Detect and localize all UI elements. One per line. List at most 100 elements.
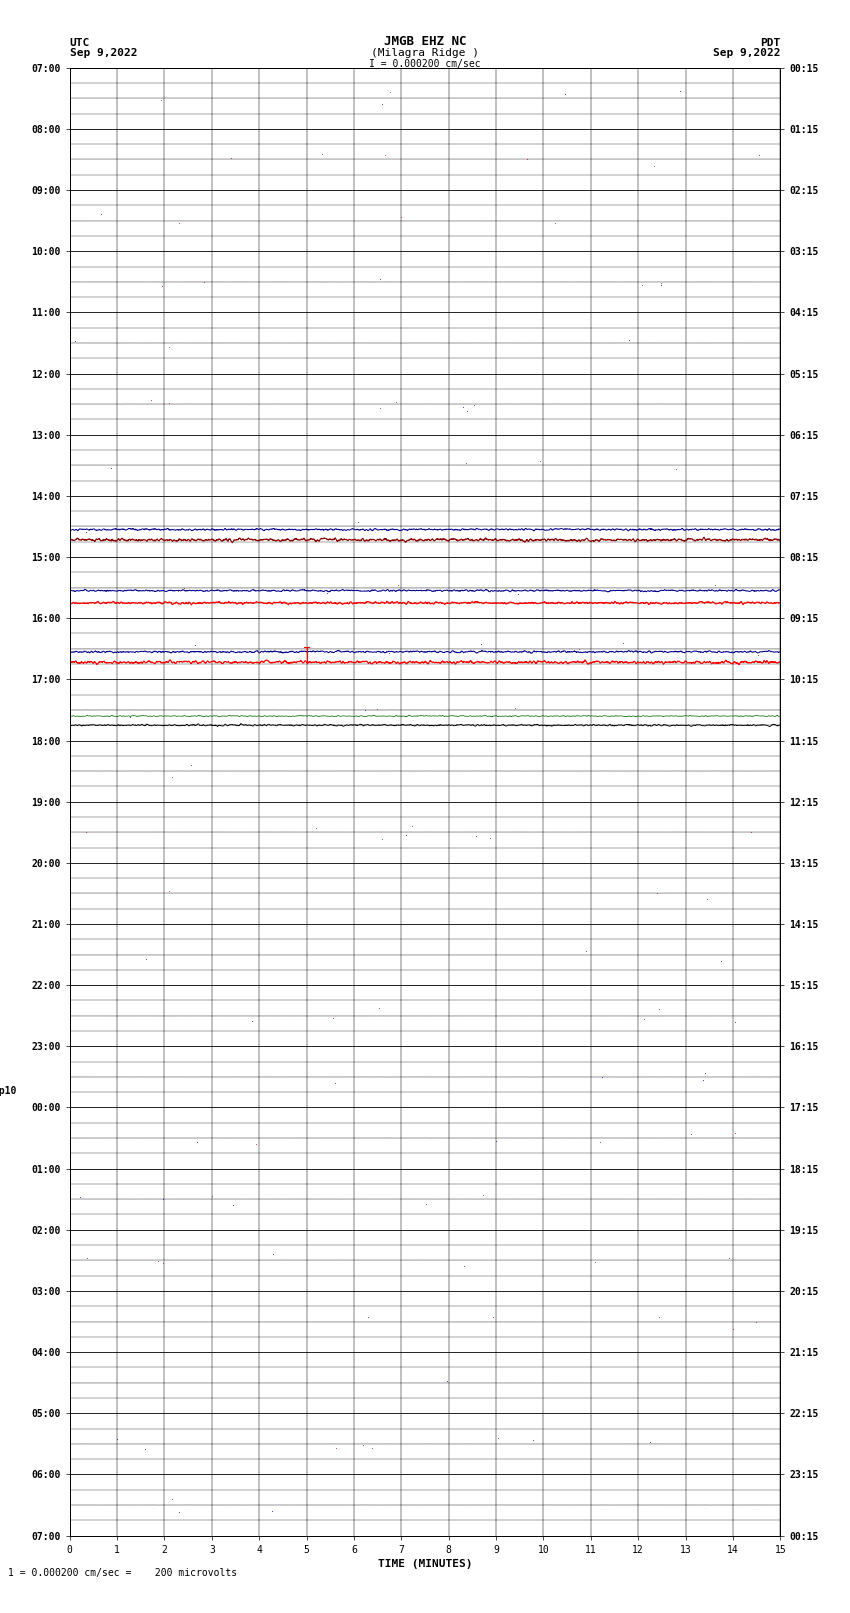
Point	[673, 79, 687, 105]
Point	[459, 450, 473, 476]
Point	[356, 1432, 370, 1458]
Point	[491, 1426, 505, 1452]
Point	[173, 210, 186, 235]
Point	[483, 826, 496, 852]
Point	[329, 1434, 343, 1460]
Point	[189, 632, 202, 658]
Point	[653, 997, 666, 1023]
Point	[265, 1498, 279, 1524]
Point	[638, 1007, 651, 1032]
Point	[138, 1436, 151, 1461]
Point	[548, 210, 562, 235]
Point	[652, 1305, 666, 1331]
Point	[593, 1129, 607, 1155]
Point	[105, 455, 118, 481]
Point	[643, 1429, 657, 1455]
Point	[359, 697, 372, 723]
Point	[252, 639, 265, 665]
Point	[378, 142, 392, 168]
Point	[366, 1436, 379, 1461]
Point	[533, 448, 547, 474]
Point	[467, 392, 480, 418]
Point	[226, 1192, 240, 1218]
Point	[696, 1066, 710, 1092]
Point	[457, 1253, 471, 1279]
Point	[508, 695, 522, 721]
Point	[154, 87, 167, 113]
Point	[622, 327, 636, 353]
Point	[635, 273, 649, 298]
Point	[373, 266, 387, 292]
Point	[171, 577, 184, 603]
Point	[728, 1010, 742, 1036]
Point	[144, 387, 158, 413]
Point	[156, 1250, 170, 1276]
Point	[224, 145, 238, 171]
Point	[156, 273, 169, 298]
Point	[753, 142, 767, 168]
Point	[383, 79, 397, 105]
Point	[669, 456, 683, 482]
Point	[419, 576, 433, 602]
Point	[595, 1063, 609, 1089]
Point	[352, 510, 366, 536]
Point	[326, 1005, 340, 1031]
Text: (Milagra Ridge ): (Milagra Ridge )	[371, 48, 479, 58]
Point	[79, 819, 93, 845]
Point	[375, 92, 388, 118]
Point	[162, 334, 176, 360]
Point	[419, 1192, 433, 1218]
Point	[722, 1245, 735, 1271]
Point	[526, 1428, 540, 1453]
Text: Sep 9,2022: Sep 9,2022	[70, 48, 137, 58]
Point	[588, 1248, 602, 1274]
Point	[400, 821, 413, 847]
Text: JMGB EHZ NC: JMGB EHZ NC	[383, 34, 467, 47]
Point	[150, 1247, 164, 1273]
Point	[460, 398, 473, 424]
Point	[184, 752, 198, 777]
Point	[79, 519, 93, 545]
Point	[205, 1182, 218, 1208]
Point	[73, 1184, 87, 1210]
Point	[249, 1131, 263, 1157]
Point	[190, 1129, 204, 1155]
Point	[684, 1121, 698, 1147]
Point	[726, 1316, 740, 1342]
Point	[486, 1305, 500, 1331]
Point	[110, 1426, 124, 1452]
Point	[156, 1186, 170, 1211]
Point	[94, 202, 108, 227]
Point	[320, 581, 333, 606]
Point	[511, 581, 524, 606]
Point	[440, 1368, 454, 1394]
Point	[698, 1060, 711, 1086]
X-axis label: TIME (MINUTES): TIME (MINUTES)	[377, 1558, 473, 1569]
Point	[709, 571, 722, 597]
Point	[389, 389, 403, 415]
Text: Sep10: Sep10	[0, 1086, 17, 1097]
Point	[309, 815, 323, 840]
Point	[654, 271, 668, 297]
Text: UTC: UTC	[70, 37, 90, 47]
Point	[375, 826, 388, 852]
Point	[572, 637, 586, 663]
Point	[178, 576, 191, 602]
Point	[370, 695, 383, 721]
Text: Sep 9,2022: Sep 9,2022	[713, 48, 780, 58]
Point	[162, 877, 176, 903]
Point	[162, 390, 176, 416]
Point	[650, 879, 664, 905]
Point	[580, 937, 593, 963]
Point	[328, 1069, 342, 1095]
Point	[165, 1486, 178, 1511]
Point	[405, 813, 419, 839]
Point	[394, 205, 408, 231]
Point	[728, 1121, 742, 1147]
Point	[558, 82, 572, 108]
Point	[700, 886, 713, 911]
Point	[245, 1008, 258, 1034]
Text: I = 0.000200 cm/sec: I = 0.000200 cm/sec	[369, 60, 481, 69]
Point	[139, 945, 153, 971]
Point	[68, 327, 82, 353]
